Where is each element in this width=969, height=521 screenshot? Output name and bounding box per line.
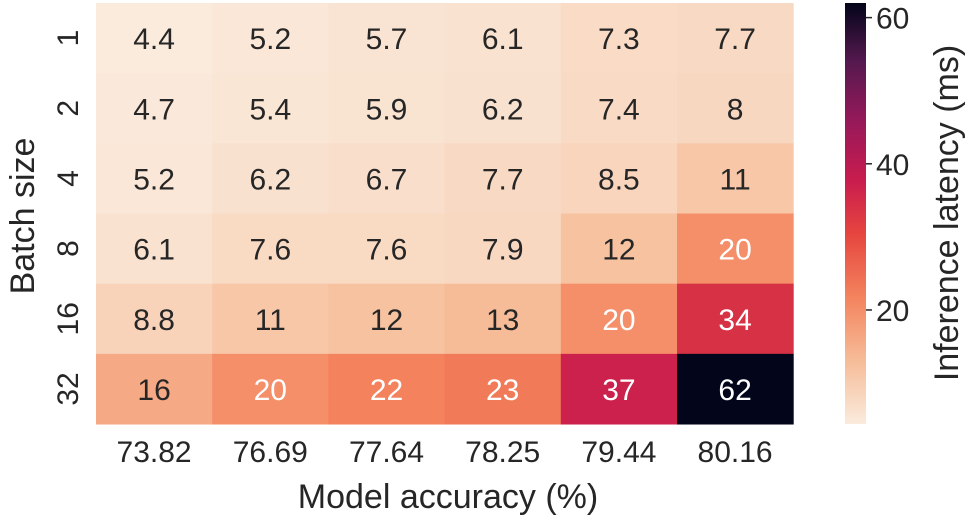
heatmap-cell bbox=[212, 353, 329, 425]
colorbar-title: Inference latency (ms) bbox=[928, 45, 966, 381]
heatmap-cell bbox=[560, 283, 678, 355]
heatmap-cell bbox=[328, 213, 446, 285]
colorbar-ticks: 20 40 60 bbox=[866, 3, 909, 328]
cell-value-label: 6.7 bbox=[366, 163, 408, 196]
cell-value-label: 4.7 bbox=[133, 93, 175, 126]
heatmap-cell bbox=[677, 73, 794, 144]
cell-value-label: 7.7 bbox=[714, 23, 756, 56]
cell-value-label: 62 bbox=[718, 374, 751, 407]
heatmap-cell bbox=[677, 283, 794, 355]
x-tick-label: 78.25 bbox=[465, 436, 540, 469]
x-tick-label: 80.16 bbox=[698, 436, 773, 469]
x-axis-title: Model accuracy (%) bbox=[298, 478, 598, 516]
cell-value-label: 7.3 bbox=[598, 23, 640, 56]
y-tick-label: 2 bbox=[52, 100, 85, 117]
cell-value-label: 8.8 bbox=[133, 304, 175, 337]
heatmap-cell bbox=[560, 213, 678, 285]
y-tick-label: 16 bbox=[52, 302, 85, 335]
heatmap-cell bbox=[677, 213, 794, 285]
heatmap-cell bbox=[328, 73, 446, 144]
x-tick-label: 73.82 bbox=[117, 436, 192, 469]
heatmap-cell bbox=[560, 143, 678, 215]
heatmap-cell bbox=[96, 283, 213, 355]
heatmap-cell bbox=[212, 283, 329, 355]
heatmap-cell bbox=[96, 143, 213, 215]
colorbar bbox=[845, 3, 866, 424]
cell-value-label: 5.7 bbox=[366, 23, 408, 56]
cell-value-label: 12 bbox=[602, 234, 635, 267]
cell-value-label: 13 bbox=[486, 304, 519, 337]
heatmap-cells: 4.4 5.2 5.7 6.1 7.3 7.7 4.7 5.4 5.9 6.2 7.4 8 5.2 6.2… bbox=[96, 3, 794, 425]
x-tick-label: 76.69 bbox=[233, 436, 308, 469]
y-tick-label: 32 bbox=[52, 372, 85, 405]
y-tick-label: 4 bbox=[52, 170, 85, 187]
cell-value-label: 16 bbox=[137, 374, 170, 407]
cell-value-label: 8.5 bbox=[598, 163, 640, 196]
cell-value-label: 6.2 bbox=[482, 93, 524, 126]
heatmap-cell bbox=[212, 213, 329, 285]
colorbar-tick-label: 40 bbox=[876, 149, 909, 182]
cell-value-label: 11 bbox=[720, 163, 751, 196]
cell-value-label: 5.2 bbox=[133, 163, 175, 196]
heatmap-cell bbox=[96, 3, 213, 74]
cell-value-label: 6.1 bbox=[133, 234, 175, 267]
cell-value-label: 4.4 bbox=[133, 23, 175, 56]
cell-value-label: 5.2 bbox=[249, 23, 291, 56]
cell-value-label: 5.9 bbox=[366, 93, 408, 126]
cell-value-label: 6.1 bbox=[482, 23, 524, 56]
heatmap-cell bbox=[212, 143, 329, 215]
cell-value-label: 34 bbox=[718, 304, 751, 337]
heatmap-cell bbox=[444, 213, 562, 285]
cell-value-label: 5.4 bbox=[249, 93, 291, 126]
heatmap-cell bbox=[444, 73, 562, 144]
cell-value-label: 23 bbox=[486, 374, 519, 407]
cell-value-label: 11 bbox=[255, 304, 286, 337]
heatmap-cell bbox=[328, 3, 446, 74]
cell-value-label: 7.6 bbox=[249, 234, 291, 267]
y-tick-label: 1 bbox=[52, 30, 85, 47]
heatmap-cell bbox=[560, 73, 678, 144]
y-tick-label: 8 bbox=[52, 240, 85, 257]
heatmap-cell bbox=[328, 353, 446, 425]
cell-value-label: 20 bbox=[602, 304, 635, 337]
cell-value-label: 7.4 bbox=[598, 93, 640, 126]
heatmap-cell bbox=[444, 143, 562, 215]
cell-value-label: 20 bbox=[254, 374, 287, 407]
heatmap-cell bbox=[444, 283, 562, 355]
cell-value-label: 20 bbox=[718, 234, 751, 267]
cell-value-label: 7.7 bbox=[482, 163, 524, 196]
heatmap-cell bbox=[328, 283, 446, 355]
cell-value-label: 37 bbox=[602, 374, 635, 407]
x-tick-label: 77.64 bbox=[349, 436, 424, 469]
cell-value-label: 12 bbox=[370, 304, 403, 337]
heatmap-cell bbox=[96, 213, 213, 285]
cell-value-label: 7.6 bbox=[366, 234, 408, 267]
heatmap-cell bbox=[444, 3, 562, 74]
heatmap-cell bbox=[212, 73, 329, 144]
cell-value-label: 8 bbox=[727, 93, 744, 126]
x-tick-label: 79.44 bbox=[581, 436, 656, 469]
cell-value-label: 22 bbox=[370, 374, 403, 407]
cell-value-label: 6.2 bbox=[249, 163, 291, 196]
heatmap-cell bbox=[328, 143, 446, 215]
x-tick-labels: 73.82 76.69 77.64 78.25 79.44 80.16 bbox=[117, 436, 773, 469]
heatmap-cell bbox=[677, 3, 794, 74]
colorbar-tick-label: 60 bbox=[876, 3, 909, 36]
heatmap-cell bbox=[96, 73, 213, 144]
heatmap-cell bbox=[677, 353, 794, 425]
heatmap-cell bbox=[677, 143, 794, 215]
heatmap-cell bbox=[212, 3, 329, 74]
heatmap-cell bbox=[444, 353, 562, 425]
y-axis-title: Batch size bbox=[4, 138, 42, 295]
heatmap-cell bbox=[560, 353, 678, 425]
colorbar-tick-label: 20 bbox=[876, 295, 909, 328]
cell-value-label: 7.9 bbox=[482, 234, 524, 267]
heatmap-cell bbox=[96, 353, 213, 425]
y-tick-labels: 1 2 4 8 16 32 bbox=[52, 30, 85, 406]
heatmap-cell bbox=[560, 3, 678, 74]
